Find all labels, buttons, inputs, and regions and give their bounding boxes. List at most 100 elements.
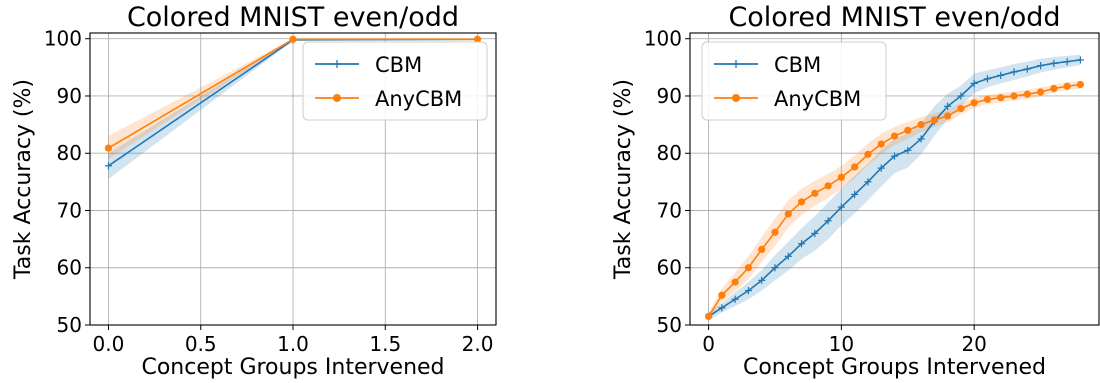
data-point-cbm [104, 162, 113, 170]
y-tick-label: 60 [657, 256, 682, 280]
legend-label: AnyCBM [375, 87, 462, 111]
data-point-cbm [877, 164, 885, 172]
data-point-anycbm [771, 228, 779, 236]
y-tick-label: 80 [57, 141, 82, 165]
data-point-anycbm [930, 116, 938, 124]
chart-panel-left: 0.0 0.5 1.0 1.5 2.0 50 60 70 80 90 100 Colored MNIS… [11, 2, 497, 380]
data-point-anycbm [864, 150, 872, 158]
data-point-anycbm [104, 144, 113, 152]
y-tick-label: 90 [657, 84, 682, 108]
data-point-cbm [718, 304, 726, 312]
data-point-anycbm [744, 264, 753, 272]
y-tick-label: 50 [657, 313, 682, 337]
data-point-anycbm [718, 291, 726, 299]
x-tick-label: 0 [702, 332, 715, 356]
data-point-anycbm [877, 140, 885, 148]
y-tick-label: 100 [44, 27, 82, 51]
confidence-band-cbm [708, 54, 1081, 321]
data-point-cbm [758, 276, 766, 284]
y-tick-label: 60 [57, 256, 82, 280]
x-tick-label: 10 [829, 332, 854, 356]
y-axis-label: Task Accuracy (%) [11, 79, 36, 280]
legend-item-anycbm: AnyCBM [714, 87, 861, 111]
data-point-cbm [784, 252, 792, 260]
data-point-anycbm [997, 94, 1005, 102]
data-point-anycbm [1076, 80, 1085, 89]
data-point-cbm [917, 135, 925, 143]
data-point-anycbm [784, 210, 792, 218]
data-point-cbm [1023, 65, 1031, 73]
data-point-anycbm [1050, 84, 1058, 93]
x-tick-label: 20 [961, 332, 986, 356]
legend-item-cbm: CBM [714, 53, 821, 77]
data-point-anycbm [1023, 90, 1031, 98]
chart-panel-right: 0 10 20 50 60 70 80 90 100 Colored MNIST even/odd… [611, 2, 1100, 380]
data-point-anycbm [917, 121, 925, 129]
y-tick-label: 100 [644, 27, 682, 51]
y-tick-label: 80 [657, 141, 682, 165]
y-axis-label: Task Accuracy (%) [611, 79, 636, 280]
data-point-anycbm [731, 278, 739, 286]
confidence-band-cbm [108, 38, 478, 180]
data-point-anycbm [904, 126, 912, 134]
data-point-cbm [837, 203, 845, 211]
x-tick-label: 1.0 [277, 332, 309, 356]
data-point-anycbm [824, 182, 832, 190]
data-point-anycbm [983, 95, 992, 104]
data-point-anycbm [1036, 88, 1045, 96]
data-point-cbm [797, 240, 806, 248]
data-point-cbm [731, 295, 739, 303]
data-point-cbm [1063, 58, 1071, 66]
data-point-anycbm [890, 132, 899, 140]
data-point-cbm [983, 75, 992, 83]
data-point-cbm [1010, 68, 1018, 76]
legend: CBM AnyCBM [302, 41, 488, 121]
data-point-anycbm [704, 312, 713, 321]
x-axis-label: Concept Groups Intervened [743, 355, 1046, 380]
legend-label: CBM [774, 53, 821, 77]
legend-item-cbm: CBM [315, 53, 422, 77]
chart-title: Colored MNIST even/odd [728, 2, 1060, 33]
confidence-band-anycbm [708, 80, 1081, 321]
data-point-anycbm [837, 173, 845, 181]
data-point-cbm [944, 102, 952, 110]
x-tick-label: 0.5 [185, 332, 217, 356]
legend-label: CBM [375, 53, 422, 77]
x-tick-label: 0.0 [93, 332, 125, 356]
legend-item-anycbm: AnyCBM [315, 87, 462, 111]
data-point-anycbm [289, 35, 297, 43]
x-axis-label: Concept Groups Intervened [141, 355, 444, 380]
y-tick-label: 70 [657, 198, 682, 222]
data-point-anycbm [851, 163, 859, 171]
data-point-anycbm [944, 112, 952, 120]
data-point-cbm [970, 79, 978, 87]
legend: CBM AnyCBM [701, 41, 887, 121]
data-point-cbm [1076, 56, 1085, 64]
data-point-cbm [904, 146, 912, 154]
data-point-anycbm [811, 189, 819, 197]
legend-box [701, 41, 887, 121]
data-point-cbm [771, 264, 779, 272]
data-point-cbm [1036, 62, 1045, 70]
y-tick-label: 70 [57, 198, 82, 222]
data-point-cbm [744, 287, 753, 295]
data-point-anycbm [797, 198, 806, 206]
x-tick-label: 1.5 [369, 332, 401, 356]
legend-label: AnyCBM [774, 87, 861, 111]
data-point-anycbm [1010, 92, 1018, 100]
data-point-anycbm [473, 35, 482, 43]
confidence-band-anycbm [108, 38, 478, 159]
legend-marker [732, 94, 740, 102]
data-point-cbm [864, 178, 872, 186]
data-point-anycbm [957, 104, 965, 113]
x-tick-label: 2.0 [462, 332, 494, 356]
data-point-cbm [890, 152, 899, 160]
y-tick-label: 50 [57, 313, 82, 337]
data-point-anycbm [970, 99, 978, 107]
data-point-cbm [851, 190, 859, 199]
data-point-cbm [824, 217, 832, 225]
legend-box [302, 41, 488, 121]
y-tick-label: 90 [57, 84, 82, 108]
plot-frame [689, 32, 1100, 326]
